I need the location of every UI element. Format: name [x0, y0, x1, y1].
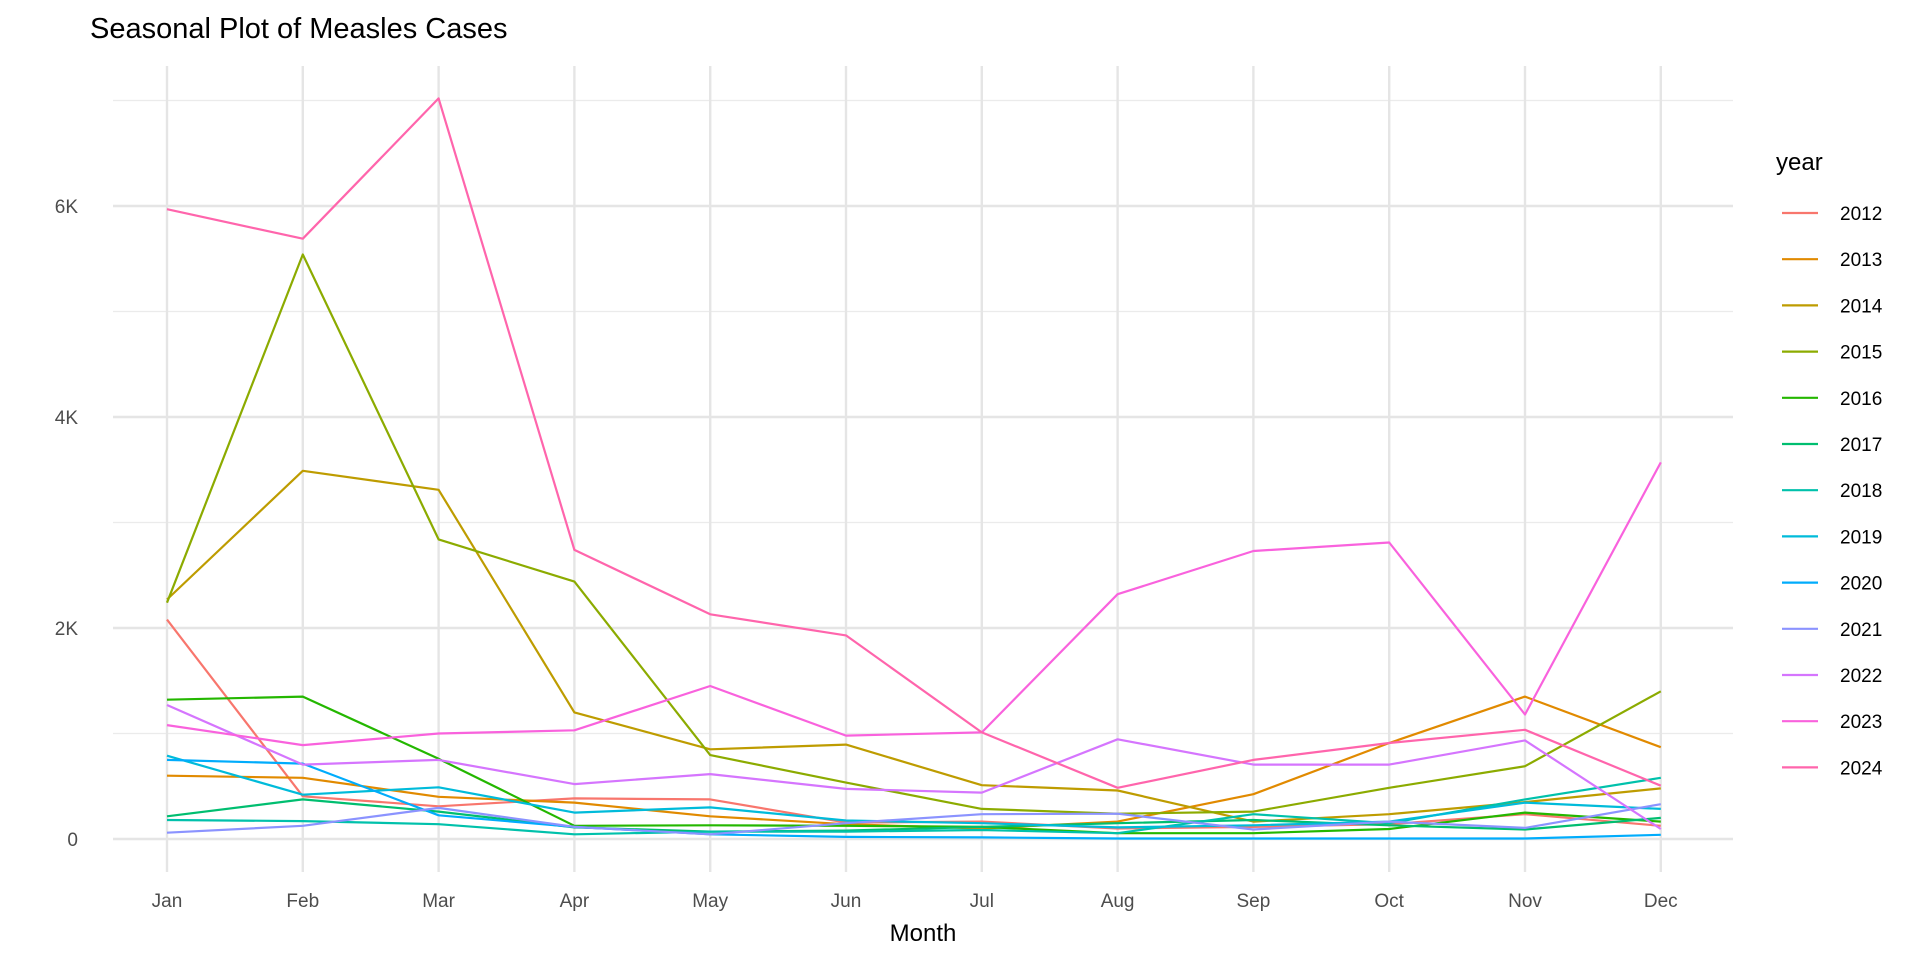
- legend-label: 2019: [1840, 527, 1882, 548]
- legend-label: 2023: [1840, 712, 1882, 733]
- x-axis-title: Month: [890, 920, 957, 947]
- series-line-2017: [166, 798, 1661, 833]
- chart-title: Seasonal Plot of Measles Cases: [90, 13, 508, 45]
- y-axis-ticks: 0 2K 4K 6K: [55, 197, 79, 851]
- x-tick-label: Jun: [831, 891, 862, 912]
- legend-label: 2024: [1840, 758, 1883, 779]
- x-tick-label: May: [692, 891, 728, 912]
- legend-label: 2014: [1840, 296, 1883, 317]
- series-line-2024: [166, 97, 1662, 789]
- x-axis-ticks: Jan Feb Mar Apr May Jun Jul Aug Sep Oct Nov Dec: [152, 891, 1678, 912]
- y-tick-label: 0: [67, 830, 78, 851]
- legend-label: 2022: [1840, 666, 1882, 687]
- y-tick-label: 2K: [55, 619, 79, 640]
- x-tick-label: Feb: [286, 891, 319, 912]
- grid: [113, 66, 1733, 872]
- y-tick-label: 6K: [55, 197, 79, 218]
- x-tick-label: Dec: [1644, 891, 1678, 912]
- x-tick-label: Nov: [1508, 891, 1542, 912]
- series-line-2019: [166, 754, 1661, 829]
- series-line-2020: [166, 758, 1661, 840]
- legend-label: 2013: [1840, 250, 1882, 271]
- x-tick-label: Jan: [152, 891, 183, 912]
- legend-label: 2016: [1840, 389, 1882, 410]
- x-tick-label: Mar: [422, 891, 455, 912]
- legend-title: year: [1776, 149, 1823, 176]
- x-tick-label: Apr: [560, 891, 590, 912]
- series-line-2022: [166, 703, 1662, 830]
- x-tick-label: Oct: [1374, 891, 1404, 912]
- series-line-2014: [166, 469, 1661, 823]
- legend-label: 2021: [1840, 620, 1882, 641]
- series-line-2021: [166, 803, 1661, 836]
- legend-label: 2015: [1840, 343, 1882, 364]
- y-tick-label: 4K: [55, 408, 79, 429]
- legend-label: 2020: [1840, 574, 1882, 595]
- legend: year 2012 2013 2014 2015 2016 2017 2018 2019 202…: [1776, 149, 1883, 779]
- legend-label: 2018: [1840, 481, 1882, 502]
- legend-label: 2017: [1840, 435, 1882, 456]
- x-tick-label: Jul: [970, 891, 994, 912]
- legend-label: 2012: [1840, 204, 1882, 225]
- series-line-2015: [165, 253, 1662, 815]
- series-lines: [165, 97, 1662, 840]
- series-line-2023: [166, 461, 1662, 747]
- x-tick-label: Aug: [1101, 891, 1135, 912]
- x-tick-label: Sep: [1236, 891, 1270, 912]
